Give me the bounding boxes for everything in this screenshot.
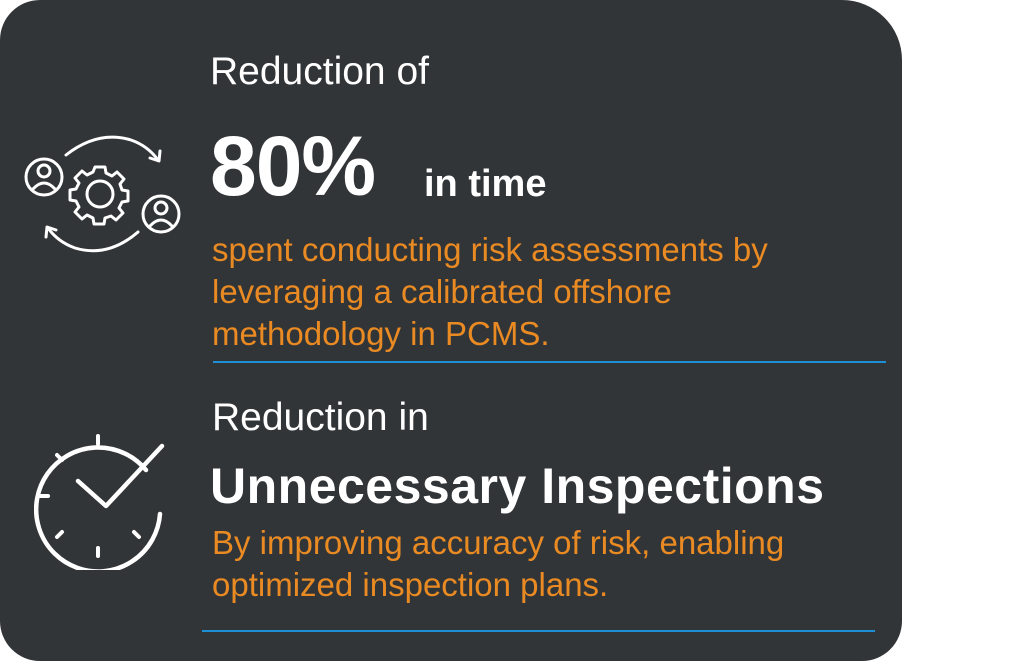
section2-headline: Unnecessary Inspections xyxy=(210,458,825,514)
section1-description: spent conducting risk assessments by lev… xyxy=(212,231,768,352)
section2-description: By improving accuracy of risk, enabling … xyxy=(212,524,785,603)
section2-intro: Reduction in xyxy=(212,396,429,439)
section1-intro: Reduction of xyxy=(210,50,429,93)
section-divider xyxy=(213,361,886,363)
stats-card: Reduction of 80% in time spent conductin… xyxy=(0,0,902,661)
people-gear-cycle-icon xyxy=(24,135,181,253)
section-divider xyxy=(202,630,875,632)
clock-checkmark-icon xyxy=(34,434,165,570)
section1-headline: 80% xyxy=(210,119,376,213)
section1-headline-suffix: in time xyxy=(424,163,547,205)
